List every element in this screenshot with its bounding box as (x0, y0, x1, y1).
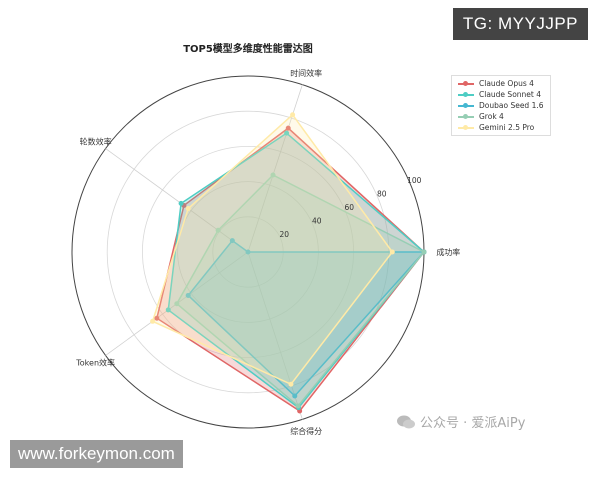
legend-item: Gemini 2.5 Pro (458, 122, 544, 133)
data-point (229, 238, 235, 244)
legend-swatch (458, 124, 474, 130)
legend-swatch (458, 80, 474, 86)
wechat-icon (397, 415, 415, 428)
legend: Claude Opus 4 Claude Sonnet 4 Doubao Seed … (451, 75, 551, 136)
radial-tick-label: 40 (312, 217, 322, 226)
radial-tick-label: 20 (279, 230, 289, 239)
data-point (165, 307, 171, 313)
legend-item: Doubao Seed 1.6 (458, 100, 544, 111)
data-point (285, 125, 291, 131)
series-polygon (156, 127, 426, 413)
legend-label: Gemini 2.5 Pro (479, 123, 535, 132)
legend-label: Grok 4 (479, 112, 504, 121)
series-gemini-2-5-pro (150, 112, 395, 387)
axis-line (247, 251, 303, 420)
series-grok-4 (174, 172, 427, 409)
data-point (150, 318, 156, 324)
series-claude-sonnet-4 (165, 130, 427, 411)
data-point (295, 403, 301, 409)
legend-label: Doubao Seed 1.6 (479, 101, 544, 110)
axis-label: 时间效率 (290, 68, 322, 78)
data-point (215, 227, 221, 233)
legend-label: Claude Opus 4 (479, 79, 534, 88)
data-point (292, 393, 298, 399)
data-point (154, 315, 160, 321)
axis-label: 成功率 (436, 247, 460, 257)
series-doubao-seed-1-6 (185, 238, 427, 399)
data-point (185, 206, 191, 212)
axis-label: 综合得分 (290, 426, 322, 436)
data-point (421, 249, 427, 255)
data-point (270, 172, 276, 178)
data-point (290, 112, 296, 118)
legend-swatch (458, 102, 474, 108)
legend-swatch (458, 91, 474, 97)
series-polygon (167, 132, 426, 409)
chart-title: TOP5模型多维度性能雷达图 (183, 42, 313, 55)
axis-line (105, 148, 249, 253)
data-point (178, 200, 184, 206)
series-polygon (187, 239, 426, 398)
data-point (185, 292, 191, 298)
data-point (288, 381, 294, 387)
legend-item: Claude Sonnet 4 (458, 89, 544, 100)
legend-item: Claude Opus 4 (458, 78, 544, 89)
series-claude-opus-4 (154, 125, 427, 414)
site-watermark: www.forkeymon.com (10, 440, 183, 468)
data-point (389, 249, 395, 255)
radial-tick-label: 100 (407, 176, 422, 185)
data-point (284, 130, 290, 136)
wechat-watermark: 公众号 · 爱派AiPy (396, 412, 525, 431)
tg-watermark: TG: MYYJJPP (452, 8, 588, 40)
legend-item: Grok 4 (458, 111, 544, 122)
series-polygon (175, 174, 426, 408)
axis-label: 轮数效率 (80, 136, 112, 146)
series-polygon (151, 113, 394, 386)
radial-tick-label: 80 (377, 190, 387, 199)
data-point (174, 301, 180, 307)
axis-label: Token效率 (75, 358, 115, 368)
radial-tick-label: 60 (344, 203, 354, 212)
wechat-text: 公众号 · 爱派AiPy (420, 416, 526, 431)
data-point (245, 249, 251, 255)
legend-swatch (458, 113, 474, 119)
legend-label: Claude Sonnet 4 (479, 90, 541, 99)
